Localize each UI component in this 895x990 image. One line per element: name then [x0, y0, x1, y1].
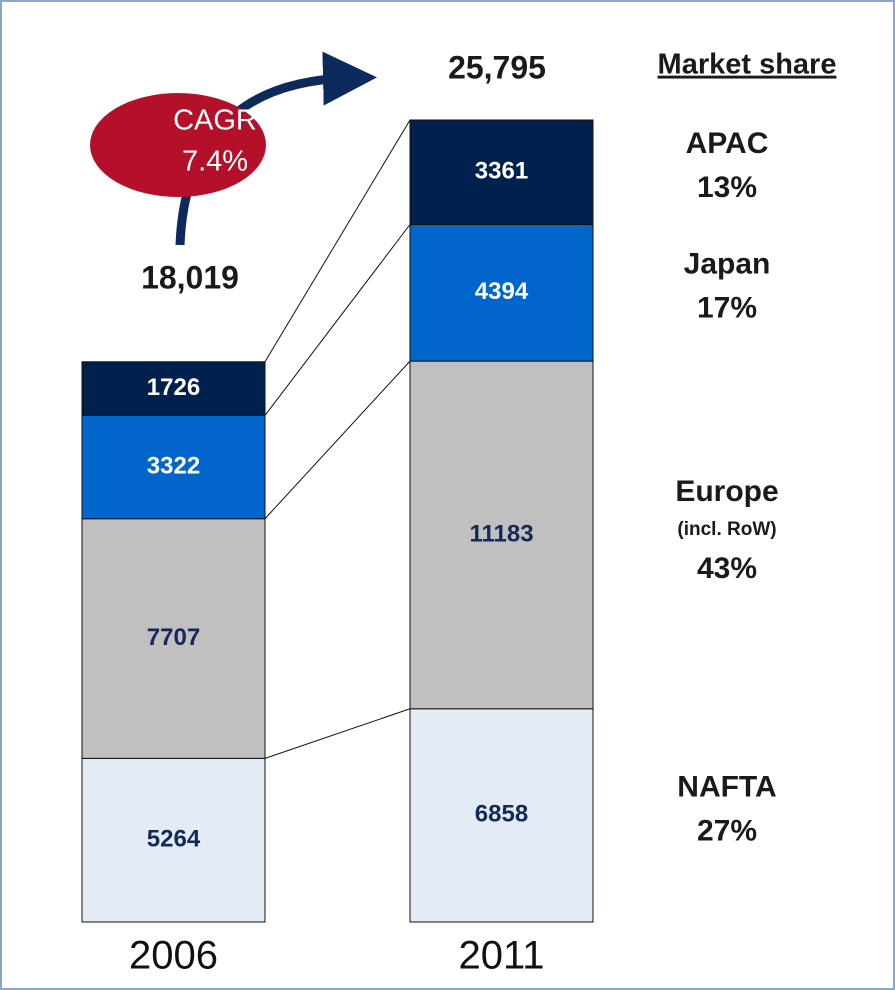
- segment-label: 5264: [147, 826, 201, 853]
- segment-label: 7707: [147, 624, 200, 651]
- cagr-label: CAGR: [173, 105, 257, 137]
- bar-segment: [81, 757, 266, 923]
- bar-segment: [81, 414, 266, 520]
- segment-label: 3322: [147, 452, 200, 479]
- share-label: 13%: [697, 171, 757, 204]
- connector: [264, 119, 411, 363]
- series-name: Japan: [684, 248, 771, 281]
- series-name: Europe: [675, 475, 778, 508]
- series-note: (incl. RoW): [677, 519, 776, 540]
- x-tick-label: 2006: [129, 934, 218, 978]
- total-label: 25,795: [448, 49, 546, 85]
- x-tick-label: 2011: [458, 934, 544, 978]
- total-label: 18,019: [141, 259, 239, 295]
- share-title: Market share: [658, 49, 837, 81]
- share-label: 27%: [697, 814, 757, 847]
- segment-label: 4394: [475, 278, 529, 305]
- segment-label: 1726: [147, 374, 200, 401]
- connector: [264, 360, 411, 520]
- cagr-bubble: [90, 93, 266, 197]
- segment-label: 3361: [475, 158, 528, 185]
- share-label: 43%: [697, 552, 757, 585]
- connector: [264, 224, 411, 416]
- bar-segment: [409, 223, 594, 362]
- bar-segment: [409, 119, 594, 225]
- segment-label: 6858: [475, 801, 528, 828]
- bar-segment: [81, 361, 266, 416]
- series-name: APAC: [686, 127, 769, 160]
- share-label: 17%: [697, 292, 757, 325]
- bar-segment: [409, 708, 594, 923]
- bar-segment: [409, 360, 594, 710]
- cagr-value: 7.4%: [182, 146, 248, 178]
- connector: [264, 708, 411, 759]
- series-name: NAFTA: [677, 770, 776, 803]
- bar-segment: [81, 518, 266, 759]
- segment-label: 11183: [469, 520, 533, 547]
